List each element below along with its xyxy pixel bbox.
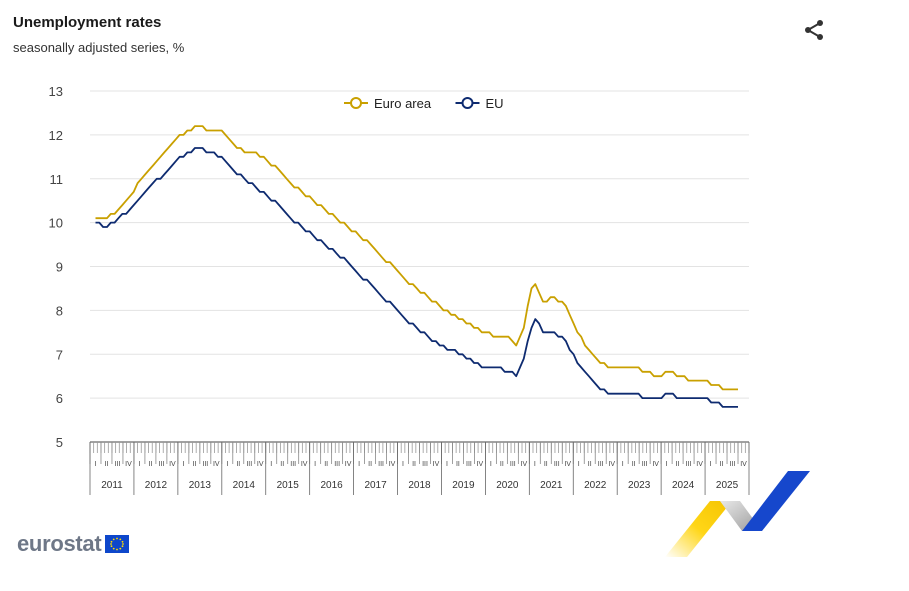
- x-quarter-label: III: [422, 461, 428, 468]
- x-year-label: 2022: [584, 480, 607, 491]
- x-quarter-label: II: [676, 461, 680, 468]
- x-quarter-label: III: [378, 461, 384, 468]
- x-quarter-label: II: [368, 461, 372, 468]
- share-icon[interactable]: [802, 18, 826, 42]
- x-quarter-label: II: [236, 461, 240, 468]
- x-quarter-label: IV: [433, 461, 440, 468]
- x-quarter-label: III: [466, 461, 472, 468]
- y-tick-label: 7: [56, 347, 63, 362]
- y-tick-label: 9: [56, 260, 63, 275]
- y-tick-label: 10: [49, 216, 63, 231]
- y-tick-label: 8: [56, 303, 63, 318]
- x-quarter-label: IV: [608, 461, 615, 468]
- x-year-label: 2017: [364, 480, 387, 491]
- x-quarter-label: II: [105, 461, 109, 468]
- x-quarter-label: I: [666, 461, 668, 468]
- x-year-label: 2012: [145, 480, 168, 491]
- x-quarter-label: IV: [521, 461, 528, 468]
- x-quarter-label: I: [578, 461, 580, 468]
- x-quarter-label: IV: [564, 461, 571, 468]
- legend-marker-eu: [461, 97, 474, 109]
- x-quarter-label: II: [544, 461, 548, 468]
- y-tick-label: 11: [50, 172, 64, 187]
- x-quarter-label: I: [446, 461, 448, 468]
- x-quarter-label: II: [192, 461, 196, 468]
- logo-text: eurostat: [17, 531, 102, 556]
- chart-subtitle: seasonally adjusted series, %: [13, 40, 185, 55]
- x-year-label: 2018: [408, 480, 431, 491]
- x-year-label: 2019: [452, 480, 475, 491]
- x-year-label: 2023: [628, 480, 651, 491]
- x-quarter-label: II: [280, 461, 284, 468]
- x-quarter-label: III: [246, 461, 252, 468]
- x-quarter-label: I: [138, 461, 140, 468]
- x-quarter-label: II: [632, 461, 636, 468]
- x-quarter-label: IV: [740, 461, 747, 468]
- x-year-label: 2014: [233, 480, 256, 491]
- legend-label-eu: EU: [486, 96, 504, 111]
- y-tick-label: 12: [49, 128, 63, 143]
- x-quarter-label: I: [534, 461, 536, 468]
- x-quarter-label: IV: [652, 461, 659, 468]
- x-quarter-label: IV: [257, 461, 264, 468]
- x-quarter-label: I: [314, 461, 316, 468]
- x-quarter-label: II: [148, 461, 152, 468]
- x-year-label: 2025: [716, 480, 739, 491]
- series-line-eu: [95, 147, 738, 408]
- x-quarter-label: II: [412, 461, 416, 468]
- y-tick-label: 6: [56, 391, 63, 406]
- x-quarter-label: III: [730, 461, 736, 468]
- x-quarter-label: I: [710, 461, 712, 468]
- y-tick-label: 5: [56, 435, 63, 450]
- x-quarter-label: III: [334, 461, 340, 468]
- x-quarter-label: III: [115, 461, 121, 468]
- x-quarter-label: IV: [696, 461, 703, 468]
- x-year-label: 2020: [496, 480, 519, 491]
- x-quarter-label: III: [290, 461, 296, 468]
- x-year-label: 2021: [540, 480, 563, 491]
- x-quarter-label: III: [202, 461, 208, 468]
- y-tick-label: 13: [49, 84, 63, 99]
- x-quarter-label: I: [95, 461, 97, 468]
- x-quarter-label: III: [642, 461, 648, 468]
- x-quarter-label: IV: [345, 461, 352, 468]
- x-quarter-label: IV: [169, 461, 176, 468]
- eurostat-logo: eurostat: [17, 531, 130, 557]
- chart-title: Unemployment rates: [13, 14, 162, 31]
- x-quarter-label: I: [182, 461, 184, 468]
- x-quarter-label: III: [598, 461, 604, 468]
- legend-label-euro-area: Euro area: [374, 96, 432, 111]
- x-year-label: 2013: [189, 480, 212, 491]
- eu-flag-icon: [105, 535, 130, 553]
- x-year-label: 2016: [321, 480, 344, 491]
- x-quarter-label: II: [324, 461, 328, 468]
- x-quarter-label: IV: [125, 461, 132, 468]
- series-line-euro-area: [95, 125, 738, 391]
- x-quarter-label: I: [402, 461, 404, 468]
- x-year-label: 2015: [277, 480, 300, 491]
- x-quarter-label: III: [554, 461, 560, 468]
- x-quarter-label: I: [358, 461, 360, 468]
- x-quarter-label: III: [686, 461, 692, 468]
- legend-marker-euro-area: [350, 97, 362, 109]
- x-quarter-label: IV: [301, 461, 308, 468]
- x-quarter-label: IV: [477, 461, 484, 468]
- x-quarter-label: I: [226, 461, 228, 468]
- x-quarter-label: IV: [213, 461, 220, 468]
- x-year-label: 2024: [672, 480, 695, 491]
- x-quarter-label: III: [158, 461, 164, 468]
- eurostat-ribbon-decoration: [665, 471, 810, 557]
- x-quarter-label: II: [588, 461, 592, 468]
- x-quarter-label: III: [510, 461, 516, 468]
- x-quarter-label: I: [490, 461, 492, 468]
- x-quarter-label: I: [622, 461, 624, 468]
- x-quarter-label: I: [270, 461, 272, 468]
- x-quarter-label: II: [456, 461, 460, 468]
- x-quarter-label: II: [500, 461, 504, 468]
- x-year-label: 2011: [101, 480, 123, 491]
- x-quarter-label: II: [720, 461, 724, 468]
- x-quarter-label: IV: [389, 461, 396, 468]
